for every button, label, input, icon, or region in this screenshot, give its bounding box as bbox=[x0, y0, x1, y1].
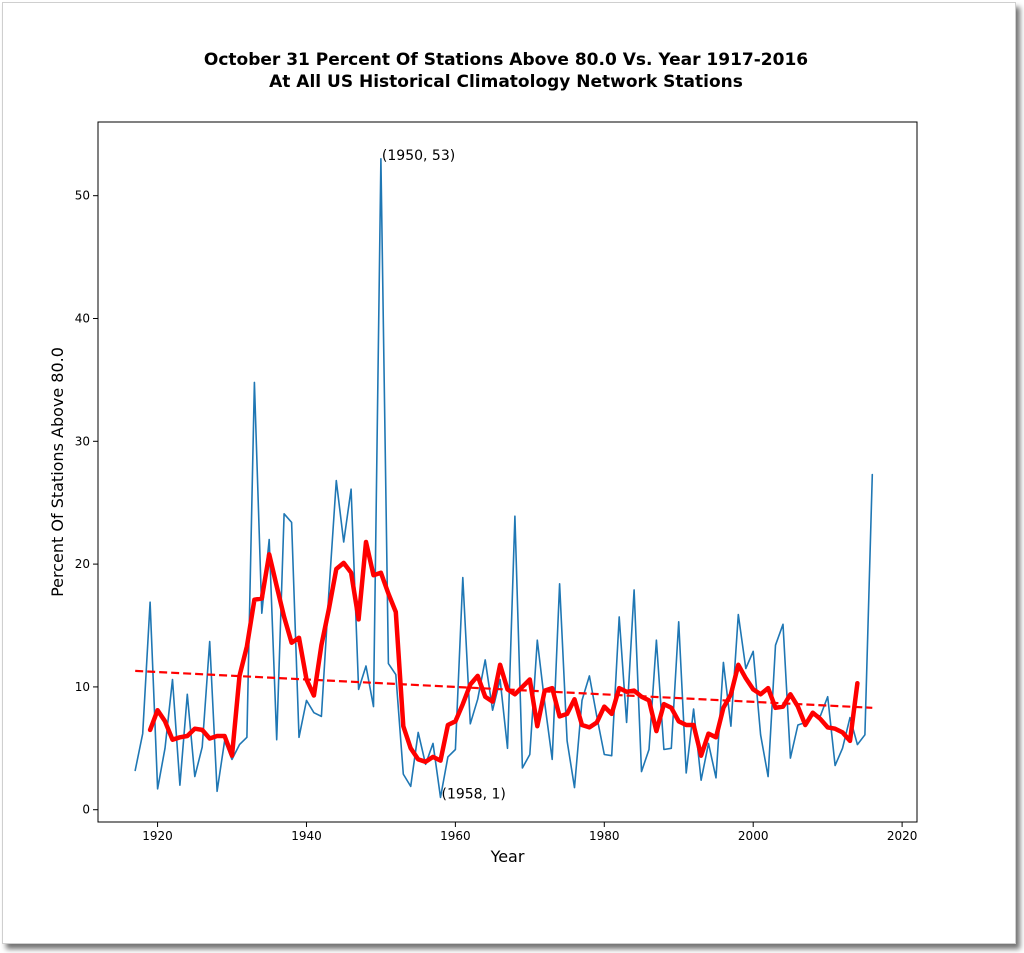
y-tick-label: 30 bbox=[75, 434, 90, 448]
series-layer bbox=[134, 158, 874, 799]
y-tick-label: 40 bbox=[75, 311, 90, 325]
y-tick-label: 20 bbox=[75, 557, 90, 571]
x-tick-label: 1920 bbox=[142, 829, 173, 843]
x-tick-label: 2000 bbox=[738, 829, 769, 843]
x-tick-label: 2020 bbox=[887, 829, 918, 843]
chart-title-line-2: At All US Historical Climatology Network… bbox=[269, 72, 743, 92]
point-annotation: (1950, 53) bbox=[382, 148, 455, 164]
series-line-dashed bbox=[135, 669, 873, 709]
series-line-thick bbox=[147, 539, 860, 765]
chart-title-line-1: October 31 Percent Of Stations Above 80.… bbox=[203, 50, 809, 70]
x-tick-label: 1940 bbox=[291, 829, 322, 843]
plot-area-frame bbox=[97, 121, 918, 823]
figure-frame bbox=[2, 2, 1016, 944]
y-axis-label: Percent Of Stations Above 80.0 bbox=[48, 347, 67, 597]
y-tick-label: 50 bbox=[75, 189, 90, 203]
y-tick-label: 0 bbox=[82, 803, 90, 817]
series-line-thin bbox=[134, 158, 874, 799]
x-tick-label: 1980 bbox=[589, 829, 620, 843]
tick-layer: 1920 1940 1960 1980 2000 2020 0 10 20 30 40 50 bbox=[75, 189, 918, 843]
x-tick-label: 1960 bbox=[440, 829, 471, 843]
point-annotation: (1958, 1) bbox=[441, 786, 505, 802]
y-tick-label: 10 bbox=[75, 680, 90, 694]
annotation-layer: (1950, 53) (1958, 1) bbox=[382, 148, 506, 803]
x-axis-label: Year bbox=[490, 847, 525, 866]
